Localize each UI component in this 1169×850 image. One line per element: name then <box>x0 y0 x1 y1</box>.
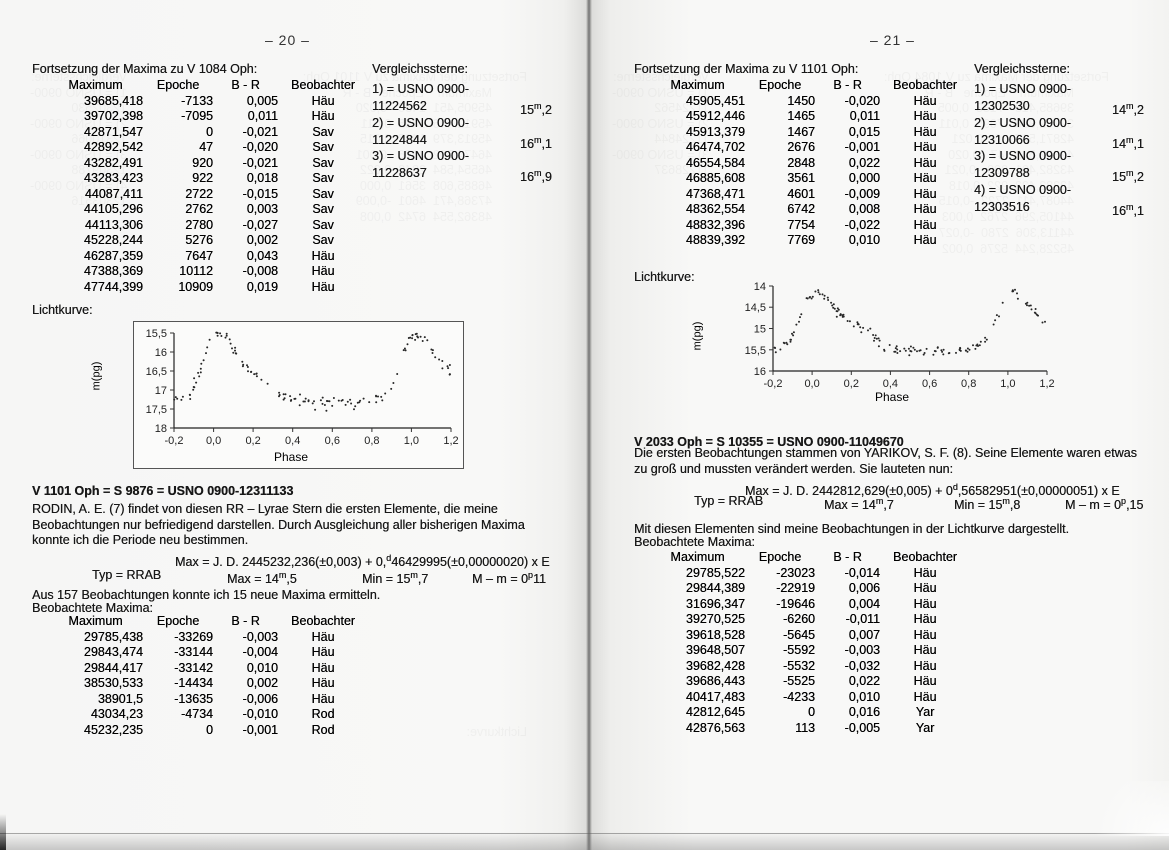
svg-text:0,2: 0,2 <box>844 378 859 390</box>
svg-text:0,8: 0,8 <box>364 435 379 447</box>
svg-text:14,5: 14,5 <box>745 302 766 314</box>
svg-text:1,2: 1,2 <box>443 435 458 447</box>
svg-text:0,8: 0,8 <box>961 378 976 390</box>
svg-text:0,4: 0,4 <box>883 378 898 390</box>
svg-text:18: 18 <box>155 423 167 435</box>
svg-text:1,0: 1,0 <box>404 435 419 447</box>
svg-text:1,0: 1,0 <box>1000 378 1015 390</box>
svg-text:-0,2: -0,2 <box>165 435 184 447</box>
svg-text:16: 16 <box>754 366 766 378</box>
svg-text:17: 17 <box>155 385 167 397</box>
svg-text:-0,2: -0,2 <box>764 378 783 390</box>
svg-text:17,5: 17,5 <box>146 404 167 416</box>
svg-text:0,6: 0,6 <box>325 435 340 447</box>
svg-text:15,5: 15,5 <box>745 345 766 357</box>
svg-text:0,4: 0,4 <box>285 435 300 447</box>
svg-text:0,2: 0,2 <box>245 435 260 447</box>
svg-text:16: 16 <box>155 347 167 359</box>
svg-text:15,5: 15,5 <box>146 328 167 340</box>
svg-text:1,2: 1,2 <box>1039 378 1054 390</box>
svg-text:16,5: 16,5 <box>146 366 167 378</box>
svg-text:15: 15 <box>754 324 766 336</box>
svg-text:0,6: 0,6 <box>922 378 937 390</box>
svg-text:0,0: 0,0 <box>804 378 819 390</box>
svg-text:14: 14 <box>754 281 766 293</box>
svg-text:0,0: 0,0 <box>206 435 221 447</box>
